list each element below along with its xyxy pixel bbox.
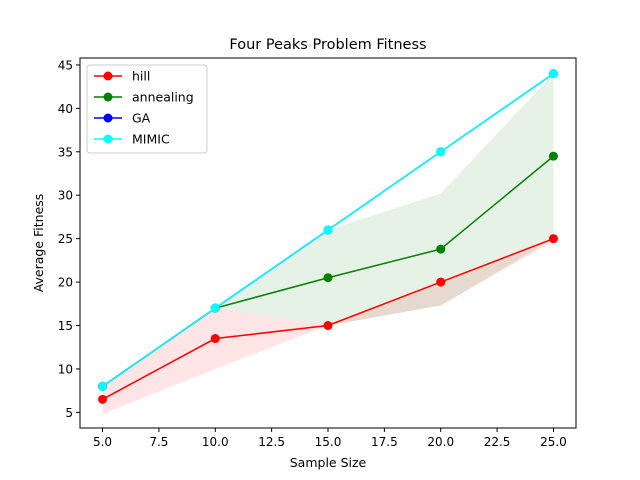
y-tick-label: 40 [58, 102, 73, 116]
point-annealing [323, 273, 333, 283]
legend: hill annealing GA MIMIC [86, 64, 208, 154]
chart-title: Four Peaks Problem Fitness [229, 37, 426, 53]
x-tick-label: 25.0 [540, 435, 567, 449]
y-tick-label: 45 [58, 58, 73, 72]
point-mimic [436, 147, 446, 157]
point-annealing [548, 151, 558, 161]
point-hill [323, 321, 333, 331]
series-hill [98, 234, 558, 404]
series-mimic [98, 69, 558, 391]
point-hill [210, 334, 220, 344]
legend-item-annealing: annealing [94, 90, 194, 105]
y-axis-ticks: 5 10 15 20 25 30 35 40 45 [58, 58, 80, 420]
x-tick-label: 20.0 [427, 435, 454, 449]
y-tick-label: 10 [58, 362, 73, 376]
legend-label: GA [132, 111, 151, 126]
y-tick-label: 20 [58, 276, 73, 290]
x-tick-label: 15.0 [315, 435, 342, 449]
legend-label: MIMIC [132, 132, 170, 147]
point-mimic [210, 303, 220, 313]
x-axis-ticks: 5.0 7.5 10.0 12.5 15.0 17.5 20.0 22.5 25.0 [93, 428, 567, 449]
x-tick-label: 5.0 [93, 435, 112, 449]
y-tick-label: 30 [58, 189, 73, 203]
y-tick-label: 35 [58, 145, 73, 159]
y-tick-label: 25 [58, 232, 73, 246]
legend-item-hill: hill [94, 69, 150, 84]
x-tick-label: 7.5 [149, 435, 168, 449]
legend-swatch-marker [103, 113, 113, 123]
legend-swatch-marker [103, 134, 113, 144]
legend-item-ga: GA [94, 111, 151, 126]
series-lines [98, 69, 558, 404]
x-tick-label: 17.5 [371, 435, 398, 449]
point-hill [548, 234, 558, 244]
point-mimic [323, 225, 333, 235]
legend-swatch-marker [103, 71, 113, 81]
legend-box [86, 64, 208, 154]
legend-label: hill [132, 69, 150, 84]
point-annealing [436, 244, 446, 254]
legend-label: annealing [132, 90, 194, 105]
point-mimic [98, 381, 108, 391]
legend-item-mimic: MIMIC [94, 132, 170, 147]
y-tick-label: 5 [65, 406, 73, 420]
point-mimic [548, 69, 558, 79]
point-hill [98, 394, 108, 404]
x-tick-label: 12.5 [258, 435, 285, 449]
y-tick-label: 15 [58, 319, 73, 333]
x-axis-label: Sample Size [290, 455, 367, 470]
point-hill [436, 277, 446, 287]
y-axis-label: Average Fitness [31, 194, 46, 293]
x-tick-label: 22.5 [484, 435, 511, 449]
x-tick-label: 10.0 [202, 435, 229, 449]
legend-swatch-marker [103, 92, 113, 102]
